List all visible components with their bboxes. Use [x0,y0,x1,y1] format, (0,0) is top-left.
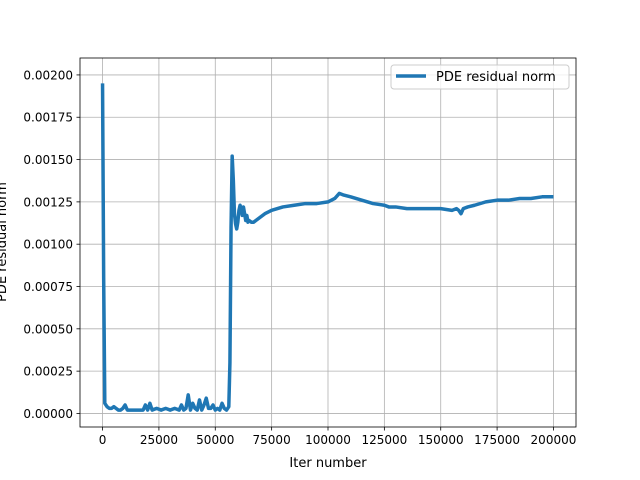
y-tick-label: 0.00025 [23,365,73,379]
plot-area [100,83,554,412]
y-tick-label: 0.00000 [23,407,73,421]
legend-frame [390,64,570,90]
y-tick-label: 0.00125 [23,195,73,209]
y-tick-label: 0.00200 [23,68,73,82]
series-line-pde-residual-norm [100,83,554,412]
x-tick-label: 150000 [418,433,464,447]
y-axis: 0.00000 0.00025 0.00050 0.00075 0.00100 0.001… [23,68,80,421]
x-axis: 0 25000 50000 75000 100000 125000 150000 175000… [99,427,577,447]
legend: PDE residual norm [390,64,570,90]
x-tick-label: 50000 [196,433,234,447]
x-tick-label: 175000 [474,433,520,447]
x-axis-label: Iter number [289,456,367,471]
x-tick-label: 125000 [361,433,407,447]
legend-entry-label: PDE residual norm [436,70,556,85]
x-tick-label: 100000 [305,433,351,447]
x-tick-label: 0 [99,433,107,447]
y-tick-label: 0.00050 [23,322,73,336]
x-tick-label: 200000 [531,433,577,447]
y-tick-label: 0.00175 [23,111,73,125]
y-tick-label: 0.00150 [23,153,73,167]
y-axis-label: PDE residual norm [0,182,10,302]
y-tick-label: 0.00100 [23,238,73,252]
x-tick-label: 75000 [253,433,291,447]
x-tick-label: 25000 [140,433,178,447]
y-tick-label: 0.00075 [23,280,73,294]
